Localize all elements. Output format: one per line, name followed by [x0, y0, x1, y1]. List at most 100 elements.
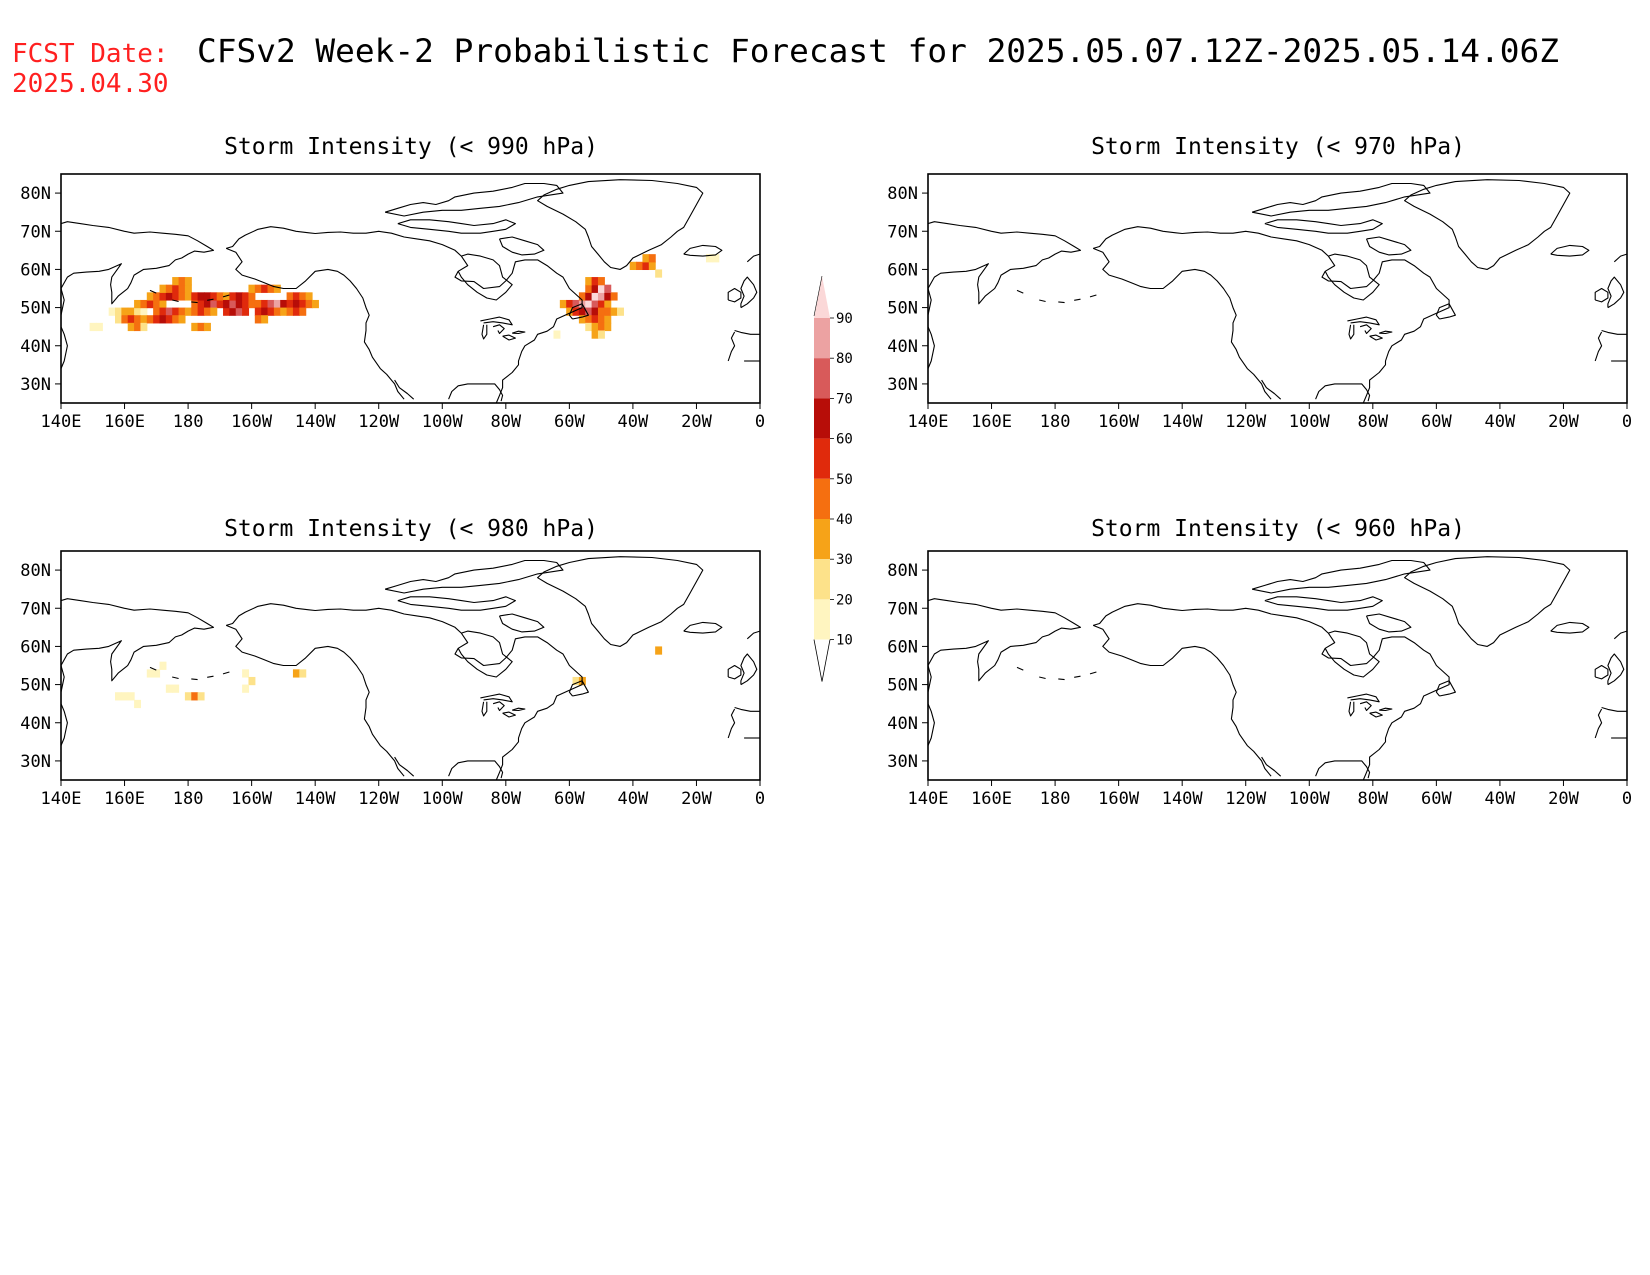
coastline: [222, 671, 230, 675]
coastline: [492, 701, 505, 712]
coastline: [61, 665, 68, 746]
probability-cell: [235, 292, 243, 301]
probability-cell: [585, 307, 593, 316]
probability-cell: [597, 315, 605, 324]
lon-tick-label: 120W: [358, 412, 400, 432]
lon-tick-label: 120W: [358, 789, 400, 809]
probability-cell: [578, 292, 586, 301]
probability-cell: [159, 307, 167, 316]
lon-tick-label: 40W: [618, 412, 649, 432]
lon-tick-label: 140W: [1162, 789, 1204, 809]
coastline: [727, 287, 742, 303]
lat-tick-label: 50N: [887, 676, 918, 696]
lon-tick-label: 0: [1622, 412, 1632, 432]
lon-tick-label: 80W: [490, 412, 521, 432]
fcst-date-value: 2025.04.30: [12, 69, 169, 99]
coastline: [512, 707, 526, 712]
panel-title: Storm Intensity (< 970 hPa): [1091, 134, 1465, 160]
probability-cell: [642, 254, 650, 263]
coastline: [61, 598, 215, 682]
probability-cell: [591, 292, 599, 301]
probability-cell: [286, 307, 294, 316]
probability-cell: [591, 277, 599, 286]
coastline: [727, 331, 736, 362]
coastline: [1404, 179, 1571, 270]
map-frame: [927, 550, 1628, 781]
probability-cell: [229, 307, 237, 316]
probability-cell: [153, 307, 161, 316]
probability-cell: [248, 676, 256, 686]
colorbar-label: 60: [836, 432, 853, 448]
lon-tick-label: 60W: [554, 412, 585, 432]
colorbar-label: 40: [836, 512, 853, 528]
probability-cell: [286, 292, 294, 301]
probability-cell: [597, 307, 605, 316]
lon-tick-label: 140E: [908, 412, 949, 432]
probability-cell: [197, 692, 205, 701]
map-plot-area: [928, 556, 1627, 780]
probability-cell: [127, 307, 135, 316]
probability-cell: [223, 292, 230, 301]
probability-cell: [134, 315, 142, 324]
map-plot-area: [61, 179, 760, 403]
coastline: [1074, 675, 1081, 678]
lon-tick-label: 160W: [231, 412, 273, 432]
coastline: [384, 559, 564, 594]
lat-tick-label: 60N: [20, 637, 51, 657]
probability-cell: [115, 692, 122, 701]
probability-cell: [121, 315, 129, 324]
probability-cell: [127, 315, 135, 324]
colorbar-edge: [813, 275, 823, 317]
probability-cell: [184, 284, 192, 293]
probability-cell: [254, 299, 262, 309]
colorbar-bottom-arrow: [813, 639, 831, 682]
coastline: [457, 253, 513, 301]
coastline: [1348, 324, 1355, 340]
probability-cell: [610, 307, 618, 316]
probability-cell: [184, 277, 192, 286]
coastline: [1359, 324, 1372, 335]
coastline: [1074, 298, 1081, 301]
coastline: [1092, 247, 1272, 400]
coastline: [1365, 236, 1412, 256]
probability-cell: [159, 661, 167, 670]
probability-cell: [292, 307, 300, 316]
lon-tick-label: 60W: [1421, 789, 1452, 809]
probability-cell: [655, 646, 663, 655]
probability-cell: [261, 307, 269, 316]
probability-cell: [140, 299, 148, 309]
probability-cell: [146, 292, 154, 301]
lat-tick-label: 60N: [887, 260, 918, 280]
coastline: [384, 182, 564, 217]
lon-tick-label: 20W: [1548, 412, 1579, 432]
probability-cell: [184, 307, 192, 316]
lon-tick-label: 180: [1040, 789, 1071, 809]
lon-tick-label: 140E: [41, 789, 82, 809]
probability-cell: [299, 307, 307, 316]
coastline: [734, 329, 760, 335]
coastline: [61, 288, 68, 369]
colorbar-label: 80: [836, 351, 853, 367]
probability-cell: [172, 307, 180, 316]
probability-cell: [153, 299, 161, 309]
coastline: [1348, 701, 1355, 717]
probability-cell: [261, 315, 269, 324]
coastline: [746, 630, 760, 640]
coastline: [1601, 706, 1627, 712]
probability-cell: [191, 299, 199, 309]
coastline: [1601, 329, 1627, 335]
fcst-date-label: FCST Date:: [12, 39, 169, 69]
probability-cell: [705, 254, 713, 263]
probability-cell: [248, 284, 256, 293]
coastline: [1315, 760, 1371, 779]
probability-cell: [655, 269, 663, 278]
coastline: [1594, 664, 1609, 680]
probability-cell: [585, 315, 593, 324]
probability-cell: [172, 292, 180, 301]
lon-tick-label: 140E: [41, 412, 82, 432]
lon-tick-label: 140E: [908, 789, 949, 809]
coastline: [1435, 680, 1456, 697]
probability-cell: [286, 299, 294, 309]
coastline: [226, 603, 583, 780]
